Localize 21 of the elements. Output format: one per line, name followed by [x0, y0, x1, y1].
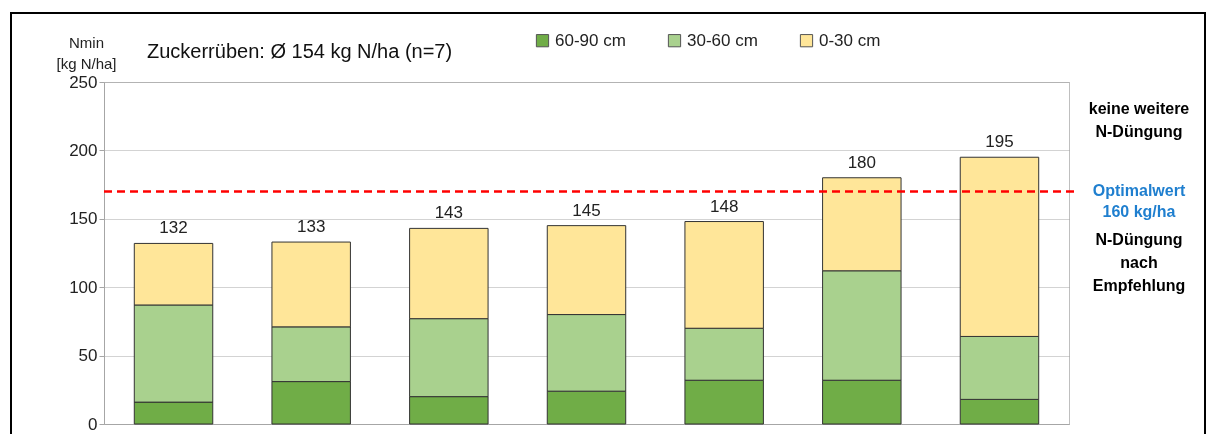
- total-label: 195: [985, 132, 1014, 152]
- ref-line-label: Optimalwert 160 kg/ha: [1092, 182, 1186, 221]
- y-tick-label: 150: [69, 209, 98, 229]
- total-label: 133: [296, 217, 326, 237]
- legend-label: 0-30 cm: [819, 30, 881, 50]
- total-label: 132: [159, 218, 188, 238]
- legend-label: 30-60 cm: [687, 30, 758, 50]
- text: N-Düngung nach Empfehlung: [1092, 231, 1186, 294]
- y-tick-label: 200: [69, 140, 98, 160]
- total-label: 145: [572, 200, 601, 220]
- chart-title: Zuckerrüben: Ø 154 kg N/ha (n=7): [147, 40, 453, 62]
- legend-label: 60-90 cm: [555, 30, 626, 50]
- y-axis-title: Nmin [kg N/ha]: [56, 33, 117, 72]
- y-tick-label: 250: [69, 72, 98, 92]
- y-tick-label: 50: [78, 346, 98, 366]
- total-label: 180: [847, 152, 877, 172]
- text: keine weitere N-Düngung: [1088, 100, 1190, 140]
- y-tick-label: 100: [69, 277, 98, 297]
- total-label: 143: [434, 203, 464, 223]
- total-label: 148: [709, 196, 739, 216]
- y-tick-label: 0: [88, 414, 98, 434]
